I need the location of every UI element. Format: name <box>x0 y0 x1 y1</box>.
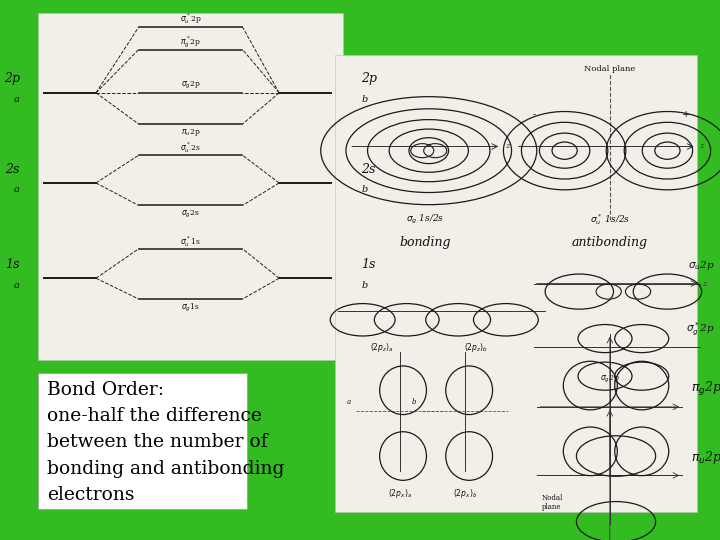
Bar <box>38 373 248 509</box>
Text: $\sigma_g$2p: $\sigma_g$2p <box>600 374 620 385</box>
Text: $\sigma_g$2s: $\sigma_g$2s <box>181 208 200 220</box>
Text: a: a <box>14 281 19 289</box>
Text: bonding: bonding <box>400 236 451 249</box>
Text: 1s: 1s <box>5 258 19 271</box>
Text: b: b <box>361 281 368 289</box>
Text: $\sigma_u^*$2p: $\sigma_u^*$2p <box>180 11 202 26</box>
Text: b: b <box>361 95 368 104</box>
Text: $\sigma_u^*$2s: $\sigma_u^*$2s <box>180 140 201 155</box>
Text: electrons: electrons <box>48 486 135 504</box>
Text: $\pi_u$2p: $\pi_u$2p <box>691 449 720 465</box>
Text: $\sigma_g^*$2p: $\sigma_g^*$2p <box>686 321 715 338</box>
Text: $\sigma_g$1s: $\sigma_g$1s <box>181 302 200 314</box>
Text: 2p: 2p <box>4 72 19 85</box>
Text: Nodal plane: Nodal plane <box>584 65 636 73</box>
Text: Nodal
plane: Nodal plane <box>541 494 562 511</box>
Text: $\sigma_u$2p: $\sigma_u$2p <box>688 259 715 272</box>
Text: one-half the difference: one-half the difference <box>48 407 262 425</box>
Text: 1s: 1s <box>361 258 376 271</box>
Text: a: a <box>14 185 19 194</box>
Text: $\sigma_u^*$ 1s/2s: $\sigma_u^*$ 1s/2s <box>590 212 630 227</box>
Text: $(2p_z)_a$: $(2p_z)_a$ <box>370 341 394 354</box>
Text: 2s: 2s <box>5 163 19 176</box>
Text: $\sigma_u^*$1s: $\sigma_u^*$1s <box>180 234 201 248</box>
Text: $\pi_g^*$2p: $\pi_g^*$2p <box>180 34 202 50</box>
Text: -: - <box>532 110 536 119</box>
Text: $\sigma_g$2p: $\sigma_g$2p <box>181 80 201 91</box>
Bar <box>335 55 697 512</box>
Text: between the number of: between the number of <box>48 434 268 451</box>
Text: $\pi_g$2p: $\pi_g$2p <box>691 380 720 397</box>
Text: $\pi_u$2p: $\pi_u$2p <box>181 127 200 138</box>
Text: b: b <box>412 399 417 406</box>
Text: $(2p_x)_a$: $(2p_x)_a$ <box>388 487 412 500</box>
Text: bonding and antibonding: bonding and antibonding <box>48 460 284 477</box>
Text: z: z <box>505 143 510 151</box>
Text: z: z <box>703 280 707 287</box>
Text: a: a <box>347 399 351 406</box>
Text: antibonding: antibonding <box>572 236 648 249</box>
Text: $(2p_z)_b$: $(2p_z)_b$ <box>464 341 488 354</box>
Bar <box>38 13 343 360</box>
Text: $(2p_x)_b$: $(2p_x)_b$ <box>453 487 477 500</box>
Text: b: b <box>361 185 368 194</box>
Text: z: z <box>700 143 704 151</box>
Text: Bond Order:: Bond Order: <box>48 381 164 399</box>
Text: 2s: 2s <box>361 163 376 176</box>
Text: $\sigma_g$ 1s/2s: $\sigma_g$ 1s/2s <box>406 213 444 226</box>
Text: +: + <box>682 110 690 119</box>
Text: 2p: 2p <box>361 72 377 85</box>
Text: a: a <box>14 95 19 104</box>
